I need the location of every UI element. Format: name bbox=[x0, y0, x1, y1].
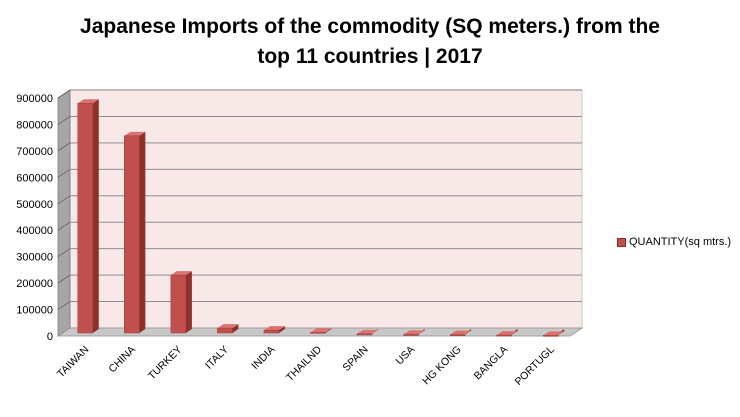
bar-top-taiwan bbox=[77, 99, 99, 104]
plot-side-wall bbox=[57, 89, 71, 337]
bar-top-thailnd bbox=[310, 328, 332, 333]
bar-usa bbox=[403, 334, 419, 336]
gridline-side bbox=[57, 169, 71, 178]
y-tick-label: 500000 bbox=[16, 199, 53, 211]
bar-side-india bbox=[278, 326, 285, 333]
y-tick-label: 400000 bbox=[16, 225, 53, 237]
bar-top-italy bbox=[217, 324, 239, 329]
bar-china bbox=[124, 135, 140, 334]
bar-top-china bbox=[124, 131, 146, 136]
x-tick-label: ITALY bbox=[203, 344, 231, 372]
bar-top-turkey bbox=[170, 271, 192, 276]
bar-italy bbox=[217, 327, 233, 334]
x-tick-label: CHINA bbox=[106, 344, 138, 376]
y-tick-label: 800000 bbox=[16, 119, 53, 131]
bar-portugl bbox=[542, 335, 559, 337]
x-tick-label: INDIA bbox=[249, 344, 277, 372]
bar-india bbox=[263, 329, 280, 334]
x-tick-label: THAILND bbox=[284, 343, 325, 384]
legend-swatch bbox=[617, 237, 626, 247]
chart-title-line-1: Japanese Imports of the commodity (SQ me… bbox=[80, 15, 660, 38]
bar-top-usa bbox=[403, 330, 425, 335]
x-tick-label: BANGLA bbox=[472, 344, 511, 383]
bar-top-portugl bbox=[543, 331, 565, 336]
bar-side-italy bbox=[232, 324, 239, 333]
gridline-side bbox=[57, 142, 71, 152]
y-tick-label: 900000 bbox=[16, 93, 53, 105]
bar-hg-kong bbox=[449, 334, 466, 336]
bar-bangla bbox=[496, 334, 512, 337]
bar-thailnd bbox=[310, 332, 326, 334]
y-tick-label: 200000 bbox=[16, 278, 53, 290]
bar-top-hg-kong bbox=[450, 330, 472, 335]
legend: QUANTITY(sq mtrs.) bbox=[617, 236, 731, 248]
bar-side-china bbox=[139, 131, 146, 333]
bar-side-turkey bbox=[185, 271, 192, 333]
bar-taiwan bbox=[77, 103, 94, 334]
bar-top-bangla bbox=[496, 331, 518, 336]
bar-top-india bbox=[263, 326, 285, 331]
x-tick-label: TAIWAN bbox=[55, 344, 92, 381]
chart-title: Japanese Imports of the commodity (SQ me… bbox=[0, 12, 740, 72]
legend-label: QUANTITY(sq mtrs.) bbox=[629, 236, 732, 248]
x-tick-label: TURKEY bbox=[146, 344, 185, 383]
gridline-side bbox=[57, 274, 71, 284]
x-tick-label: PORTUGL bbox=[513, 344, 557, 388]
bar-spain bbox=[356, 333, 373, 336]
bar-top-spain bbox=[357, 329, 379, 334]
bar-side-taiwan bbox=[92, 99, 99, 334]
y-tick-label: 600000 bbox=[16, 172, 53, 184]
gridline-side bbox=[57, 116, 71, 125]
gridline-side bbox=[57, 248, 71, 257]
bar-side-thailnd bbox=[325, 328, 332, 333]
gridline-side bbox=[57, 221, 71, 231]
gridline-side bbox=[57, 195, 71, 205]
y-tick-label: 300000 bbox=[16, 252, 53, 264]
gridline-side bbox=[57, 301, 71, 310]
chart-title-line-2: top 11 countries | 2017 bbox=[257, 45, 483, 68]
x-tick-label: HG KONG bbox=[420, 344, 464, 388]
gridline-side bbox=[57, 89, 71, 99]
y-tick-label: 700000 bbox=[16, 146, 53, 158]
bar-turkey bbox=[170, 274, 187, 334]
plot-back-wall bbox=[69, 89, 583, 329]
x-tick-label: USA bbox=[393, 344, 417, 368]
y-tick-label: 100000 bbox=[16, 305, 53, 317]
y-tick-label: 0 bbox=[47, 331, 53, 343]
x-tick-label: SPAIN bbox=[340, 344, 370, 374]
